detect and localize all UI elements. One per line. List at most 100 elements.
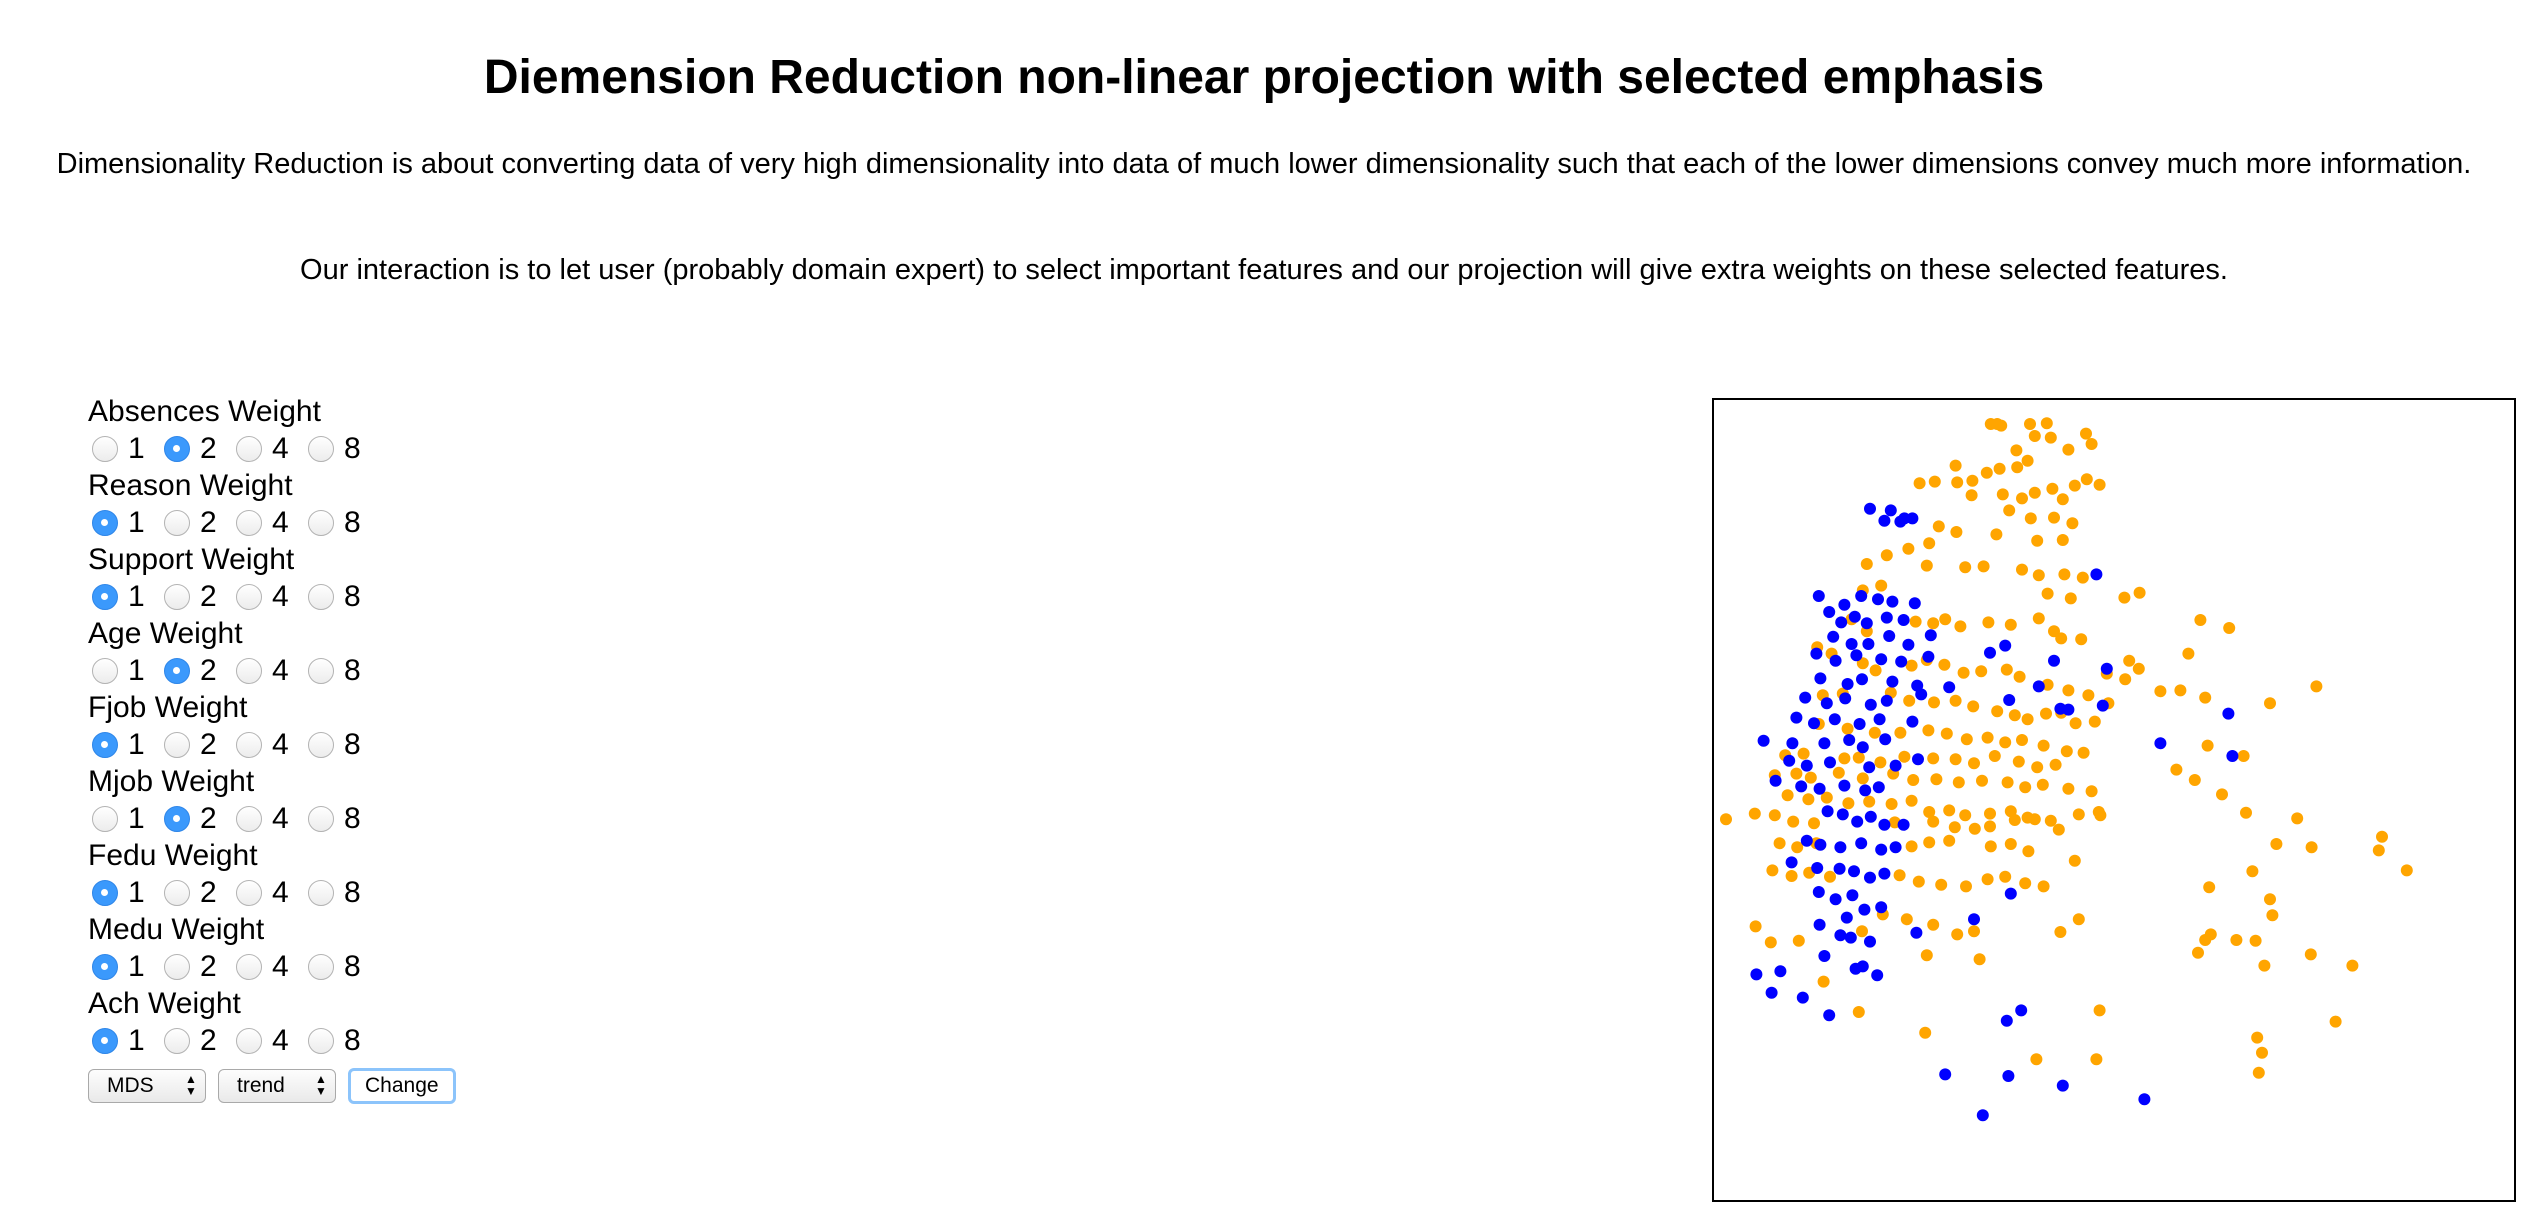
radio-button[interactable]: [164, 510, 190, 536]
radio-button-checked[interactable]: [92, 1028, 118, 1054]
weight-radio-option[interactable]: 2: [160, 1022, 232, 1060]
weight-radio-option[interactable]: 2: [160, 726, 232, 764]
radio-value-label: 4: [272, 950, 289, 983]
scatter-point-orange: [1943, 804, 1956, 817]
weight-radio-option[interactable]: 8: [304, 948, 376, 986]
radio-button[interactable]: [92, 806, 118, 832]
change-button[interactable]: Change: [348, 1068, 456, 1104]
weight-radio-option[interactable]: 4: [232, 652, 304, 690]
weight-radio-option[interactable]: 4: [232, 430, 304, 468]
radio-value-label: 8: [344, 654, 361, 687]
scatter-point-orange: [2372, 844, 2385, 857]
scatter-point-orange: [2123, 654, 2136, 667]
weight-radio-option[interactable]: 1: [88, 726, 160, 764]
radio-button[interactable]: [164, 584, 190, 610]
radio-button[interactable]: [236, 880, 262, 906]
scatter-point-orange: [1905, 840, 1918, 853]
radio-button-checked[interactable]: [92, 954, 118, 980]
weight-radio-option[interactable]: 8: [304, 430, 376, 468]
mode-select[interactable]: trend ▲ ▼: [218, 1069, 336, 1103]
radio-button-checked[interactable]: [92, 732, 118, 758]
radio-button[interactable]: [92, 436, 118, 462]
radio-button[interactable]: [308, 880, 334, 906]
scatter-point-orange: [2246, 865, 2259, 878]
weight-label: Reason Weight: [88, 469, 293, 502]
weight-radio-option[interactable]: 4: [232, 1022, 304, 1060]
select-arrows-icon: ▲ ▼: [185, 1072, 197, 1098]
method-select[interactable]: MDS ▲ ▼: [88, 1069, 206, 1103]
weight-radio-option[interactable]: 2: [160, 800, 232, 838]
weight-radio-option[interactable]: 2: [160, 948, 232, 986]
weight-radio-option[interactable]: 4: [232, 504, 304, 542]
weight-radio-option[interactable]: 2: [160, 578, 232, 616]
scatter-point-blue: [1808, 717, 1820, 730]
weight-radio-option[interactable]: 8: [304, 504, 376, 542]
scatter-point-blue: [1774, 965, 1787, 978]
radio-button[interactable]: [308, 658, 334, 684]
scatter-point-orange: [1913, 477, 1926, 490]
weight-radio-option[interactable]: 1: [88, 800, 160, 838]
weight-radio-option[interactable]: 8: [304, 578, 376, 616]
radio-button[interactable]: [236, 954, 262, 980]
weight-radio-option[interactable]: 1: [88, 504, 160, 542]
radio-button[interactable]: [236, 1028, 262, 1054]
radio-button[interactable]: [308, 732, 334, 758]
weight-radio-option[interactable]: 1: [88, 578, 160, 616]
scatter-point-orange: [1927, 918, 1940, 931]
weight-radio-option[interactable]: 8: [304, 652, 376, 690]
weight-radio-option[interactable]: 4: [232, 800, 304, 838]
scatter-point-orange: [2056, 534, 2069, 546]
scatter-point-blue: [1839, 692, 1852, 705]
weight-radio-option[interactable]: 8: [304, 800, 376, 838]
scatter-point-orange: [1808, 817, 1820, 830]
weight-radio-option[interactable]: 4: [232, 948, 304, 986]
radio-button[interactable]: [308, 1028, 334, 1054]
radio-button-checked[interactable]: [164, 658, 190, 684]
radio-button[interactable]: [164, 732, 190, 758]
radio-button[interactable]: [236, 806, 262, 832]
weight-radio-option[interactable]: 1: [88, 1022, 160, 1060]
radio-button[interactable]: [236, 436, 262, 462]
radio-button-checked[interactable]: [164, 436, 190, 462]
radio-button-checked[interactable]: [164, 806, 190, 832]
radio-button[interactable]: [308, 806, 334, 832]
weight-radio-option[interactable]: 4: [232, 578, 304, 616]
weight-radio-option[interactable]: 1: [88, 652, 160, 690]
radio-button[interactable]: [236, 510, 262, 536]
scatter-point-orange: [2010, 444, 2023, 457]
radio-button[interactable]: [236, 658, 262, 684]
radio-button-checked[interactable]: [92, 510, 118, 536]
radio-button[interactable]: [164, 880, 190, 906]
scatter-point-orange: [1951, 476, 1964, 489]
weight-radio-option[interactable]: 8: [304, 726, 376, 764]
radio-button[interactable]: [92, 658, 118, 684]
scatter-point-orange: [2310, 680, 2323, 693]
scatter-point-orange: [1965, 489, 1978, 502]
radio-button[interactable]: [308, 584, 334, 610]
radio-button[interactable]: [308, 436, 334, 462]
weight-radio-option[interactable]: 1: [88, 430, 160, 468]
weight-radio-option[interactable]: 2: [160, 504, 232, 542]
weight-radio-option[interactable]: 2: [160, 652, 232, 690]
weight-radio-option[interactable]: 8: [304, 874, 376, 912]
radio-button-checked[interactable]: [92, 880, 118, 906]
weight-radio-option[interactable]: 4: [232, 874, 304, 912]
weight-radio-option[interactable]: 4: [232, 726, 304, 764]
radio-button[interactable]: [236, 732, 262, 758]
weight-group: Reason Weight 1 2 4 8: [88, 468, 588, 542]
weight-radio-option[interactable]: 8: [304, 1022, 376, 1060]
weight-radio-option[interactable]: 1: [88, 874, 160, 912]
weight-radio-option[interactable]: 1: [88, 948, 160, 986]
radio-button-checked[interactable]: [92, 584, 118, 610]
radio-button[interactable]: [308, 510, 334, 536]
scatter-point-blue: [1799, 691, 1812, 704]
radio-button[interactable]: [308, 954, 334, 980]
radio-button[interactable]: [164, 954, 190, 980]
weight-radio-option[interactable]: 2: [160, 874, 232, 912]
scatter-point-orange: [1894, 726, 1907, 739]
scatter-point-blue: [1872, 781, 1885, 794]
radio-button[interactable]: [164, 1028, 190, 1054]
radio-button[interactable]: [236, 584, 262, 610]
scatter-point-orange: [1932, 520, 1945, 533]
weight-radio-option[interactable]: 2: [160, 430, 232, 468]
